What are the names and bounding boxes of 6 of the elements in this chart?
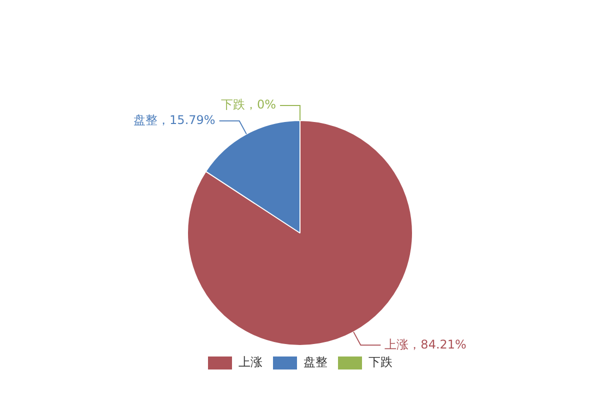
legend-label: 盘整 bbox=[304, 355, 328, 370]
text: 下跌，0% bbox=[220, 98, 276, 112]
legend-label: 上涨 bbox=[238, 355, 262, 370]
data-label: 盘整，15.79% bbox=[134, 112, 216, 127]
legend-label: 下跌 bbox=[368, 355, 392, 370]
data-label: 上涨，84.21% bbox=[384, 337, 466, 352]
